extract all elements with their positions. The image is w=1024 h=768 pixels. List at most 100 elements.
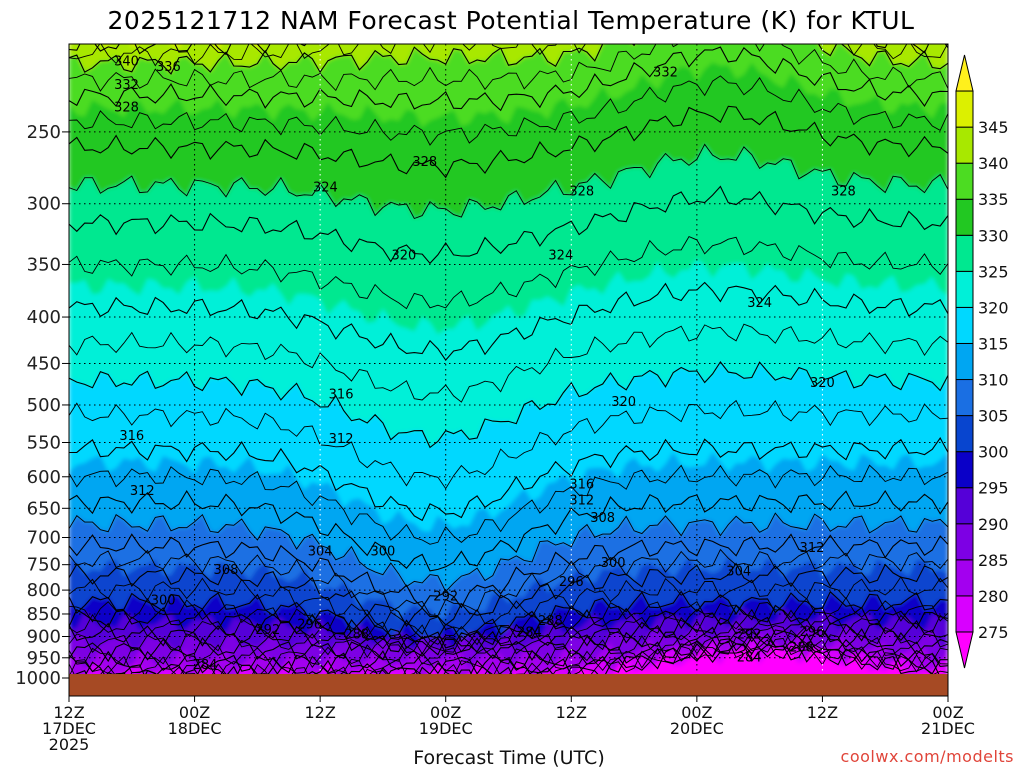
x-tick-label: 12Z <box>556 703 587 722</box>
y-tick-label: 450 <box>27 353 61 374</box>
credit-link[interactable]: coolwx.com/modelts <box>841 747 1014 766</box>
contour-328 <box>69 185 948 265</box>
colorbar-swatch <box>955 523 974 561</box>
contour-308 <box>69 533 948 609</box>
contour-294 <box>69 608 948 655</box>
contour-320 <box>69 361 948 449</box>
contour-316 <box>69 436 948 522</box>
y-tick-label: 900 <box>27 626 61 647</box>
y-axis: 2503003504004505005506006507007508008509… <box>15 122 69 689</box>
contour-314 <box>69 464 948 545</box>
contour-labels: 340 336 332 328 324 328 332 328 328 320 324 324 320 3… <box>114 54 856 673</box>
colorbar-tick-label: 330 <box>978 226 1009 245</box>
colorbar-swatch <box>955 487 974 525</box>
colorbar-swatch <box>955 90 974 128</box>
contour-298 <box>69 596 948 646</box>
plot-area: 340 336 332 328 324 328 332 328 328 320 324 324 320 3… <box>69 44 948 696</box>
x-tick-label: 12Z <box>304 703 335 722</box>
contour-342 <box>69 44 948 67</box>
contour-label: 340 <box>114 54 139 69</box>
contour-label: 288 <box>344 627 369 642</box>
grid-lines <box>69 44 948 696</box>
colorbar-tick-label: 305 <box>978 407 1009 426</box>
colorbar-swatch <box>955 198 974 236</box>
x-tick-label: 21DEC <box>921 719 975 738</box>
contour-330 <box>69 143 948 220</box>
contour-label: 296 <box>297 617 322 632</box>
colorbar-swatch <box>955 379 974 417</box>
y-tick-label: 700 <box>27 527 61 548</box>
contour-288 <box>69 626 948 663</box>
contour-324 <box>69 281 948 361</box>
contour-306 <box>69 548 948 617</box>
colorbar-tick-label: 310 <box>978 371 1009 390</box>
contour-label: 300 <box>151 593 176 608</box>
contour-label: 316 <box>329 388 354 403</box>
x-tick-label: 12Z <box>807 703 838 722</box>
contour-label: 328 <box>831 185 856 200</box>
y-tick-label: 1000 <box>15 668 61 689</box>
chart-title: 2025121712 NAM Forecast Potential Temper… <box>108 6 915 35</box>
y-tick-label: 550 <box>27 432 61 453</box>
colorbar-tick-label: 275 <box>978 623 1009 642</box>
colorbar-tick-label: 345 <box>978 118 1009 137</box>
colorbar-tick-label: 290 <box>978 515 1009 534</box>
contour-label: 288 <box>538 614 563 629</box>
contour-label: 292 <box>433 589 458 604</box>
contour-284 <box>69 632 948 675</box>
contour-label: 328 <box>412 155 437 170</box>
colorbar-swatch <box>955 595 974 633</box>
contour-300 <box>69 590 948 643</box>
y-tick-label: 600 <box>27 467 61 488</box>
y-tick-label: 250 <box>27 122 61 143</box>
colorbar-tick-label: 335 <box>978 190 1009 209</box>
colorbar-swatch <box>955 126 974 164</box>
contour-label: 296 <box>800 625 825 640</box>
contour-label: 308 <box>214 563 239 578</box>
y-tick-label: 500 <box>27 395 61 416</box>
contour-340 <box>69 44 948 75</box>
contour-label: 332 <box>114 78 139 93</box>
plot-frame <box>68 43 949 697</box>
contour-label: 324 <box>548 248 573 263</box>
colorbar: 275 280 285 290 295 300 305 310 315 320 325 330 335 3… <box>955 54 1009 669</box>
contour-292 <box>69 616 948 656</box>
y-tick-label: 850 <box>27 604 61 625</box>
contour-318 <box>69 399 948 490</box>
colorbar-tick-label: 340 <box>978 154 1009 173</box>
surface-band <box>69 674 948 696</box>
y-tick-label: 400 <box>27 307 61 328</box>
x-axis-label: Forecast Time (UTC) <box>413 747 604 768</box>
contour-label: 284 <box>517 626 542 641</box>
contour-302 <box>69 576 948 635</box>
colorbar-tick-label: 315 <box>978 334 1009 353</box>
contour-336 <box>69 46 948 112</box>
contour-label: 316 <box>569 478 594 493</box>
colorbar-tick-label: 320 <box>978 298 1009 317</box>
colorbar-tick-label: 280 <box>978 587 1009 606</box>
y-tick-label: 350 <box>27 254 61 275</box>
contour-label: 316 <box>119 429 144 444</box>
contour-304 <box>69 562 948 628</box>
colorbar-tick-label: 300 <box>978 443 1009 462</box>
colorbar-swatch <box>955 342 974 381</box>
contour-label: 308 <box>590 511 615 526</box>
contour-338 <box>69 44 948 92</box>
contour-label: 292 <box>255 623 280 638</box>
contour-label: 320 <box>810 376 835 391</box>
colorbar-tick-label: 285 <box>978 551 1009 570</box>
y-tick-label: 800 <box>27 580 61 601</box>
contour-label: 320 <box>611 395 636 410</box>
contour-label: 284 <box>737 650 762 665</box>
y-tick-label: 950 <box>27 648 61 669</box>
contour-label: 320 <box>391 248 416 263</box>
contour-334 <box>69 75 948 146</box>
contour-label: 284 <box>193 658 218 673</box>
contour-290 <box>69 620 948 659</box>
x-tick-label: 00Z <box>681 703 712 722</box>
x-tick-label: 20DEC <box>670 719 724 738</box>
contour-label: 328 <box>114 101 139 116</box>
contour-label: 300 <box>371 544 396 559</box>
contour-344 <box>69 44 948 56</box>
